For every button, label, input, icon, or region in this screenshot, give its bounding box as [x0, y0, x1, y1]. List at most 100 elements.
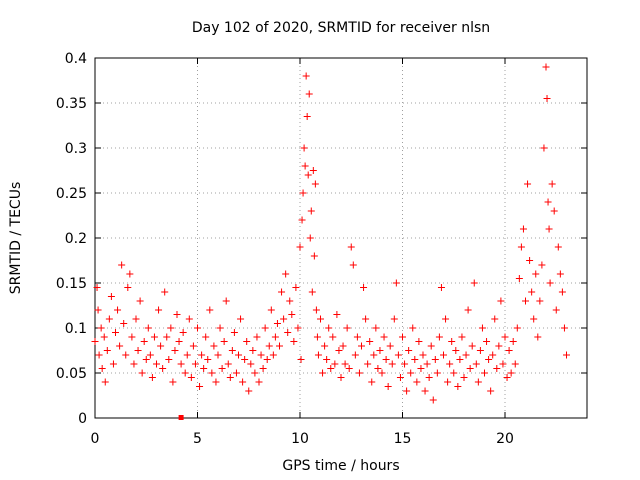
data-point: [312, 306, 320, 314]
data-point: [442, 315, 450, 323]
data-point: [474, 378, 482, 386]
data-point: [415, 338, 423, 345]
data-point: [444, 378, 452, 386]
data-point: [206, 306, 214, 314]
data-point: [155, 306, 163, 314]
data-point: [491, 315, 499, 323]
data-point: [376, 347, 384, 354]
data-point: [167, 324, 175, 332]
data-point: [563, 351, 570, 359]
data-point: [302, 72, 310, 80]
data-point: [249, 347, 257, 354]
data-point: [114, 306, 122, 314]
data-point: [503, 374, 511, 381]
data-point: [362, 315, 370, 323]
data-point: [309, 167, 317, 174]
data-point: [343, 324, 351, 332]
data-point: [364, 360, 372, 368]
data-point: [532, 270, 540, 278]
data-point: [454, 383, 462, 390]
data-point: [286, 297, 294, 305]
data-point: [456, 356, 464, 363]
data-point: [202, 333, 210, 341]
data-point: [440, 351, 447, 359]
data-point: [462, 351, 470, 359]
data-point: [464, 306, 472, 314]
data-point: [485, 356, 493, 363]
data-point: [196, 383, 204, 390]
data-point: [349, 261, 357, 269]
data-point: [230, 329, 238, 336]
data-point: [208, 369, 216, 377]
data-point: [305, 90, 313, 98]
data-point: [546, 279, 554, 287]
data-point: [421, 387, 429, 395]
data-point: [382, 356, 390, 363]
data-point: [526, 257, 534, 264]
data-point: [257, 351, 265, 359]
data-point: [263, 356, 271, 363]
data-point: [120, 320, 128, 327]
data-point: [105, 315, 113, 323]
data-point: [294, 324, 302, 332]
data-point: [241, 356, 249, 363]
data-point: [98, 365, 106, 372]
data-point: [194, 324, 201, 332]
data-point: [497, 297, 505, 305]
data-point: [109, 360, 117, 368]
data-point: [146, 351, 154, 359]
data-point: [472, 360, 480, 368]
data-point: [429, 396, 437, 404]
data-point: [144, 324, 152, 332]
data-point: [407, 369, 415, 377]
data-point: [214, 351, 222, 359]
data-point: [360, 284, 368, 291]
data-point: [540, 144, 548, 152]
data-point: [204, 356, 212, 363]
data-point: [460, 374, 468, 381]
data-point: [161, 288, 169, 296]
data-point: [159, 365, 167, 372]
data-point: [122, 351, 130, 359]
data-point: [390, 315, 398, 323]
data-point: [483, 338, 491, 345]
data-point: [353, 333, 361, 341]
data-point: [517, 243, 525, 251]
data-point: [317, 315, 324, 323]
data-points: [91, 63, 570, 420]
data-point: [299, 189, 307, 197]
data-point: [313, 333, 321, 341]
data-point: [370, 351, 378, 359]
data-point: [505, 347, 513, 354]
y-tick-label: 0.15: [56, 276, 87, 292]
data-point: [138, 369, 146, 377]
data-point: [183, 351, 191, 359]
data-point: [386, 342, 394, 350]
data-point: [544, 198, 552, 206]
y-axis-label: SRMTID / TECUs: [8, 182, 24, 295]
data-point: [311, 180, 319, 188]
x-tick-label: 20: [496, 431, 514, 447]
data-point: [177, 360, 185, 368]
data-point: [329, 333, 337, 341]
data-point: [337, 374, 345, 381]
data-point: [327, 365, 335, 372]
data-point: [251, 369, 259, 377]
x-tick-label: 10: [291, 431, 309, 447]
data-point: [478, 324, 486, 332]
data-point: [433, 369, 441, 377]
data-point: [425, 374, 433, 381]
grid: [95, 58, 587, 418]
data-point: [560, 324, 568, 332]
data-point: [126, 270, 134, 278]
data-point: [232, 369, 240, 377]
data-point: [259, 365, 267, 372]
ticks: 0 5 10 15 20 0 0.05 0.1 0.15 0.2 0.25 0.3 0.35 0.4: [56, 51, 587, 447]
data-point: [368, 378, 376, 386]
data-point: [173, 311, 181, 318]
data-point: [284, 329, 292, 336]
data-point: [148, 374, 156, 381]
data-point: [314, 351, 322, 359]
data-point: [191, 360, 199, 368]
